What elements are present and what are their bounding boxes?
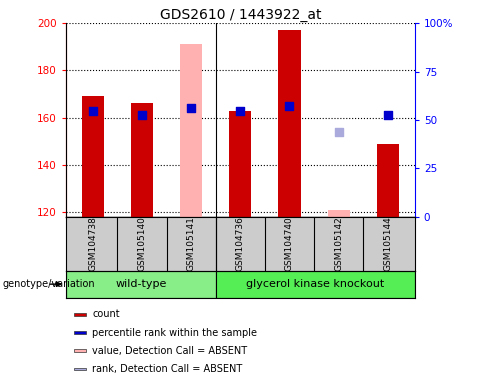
- Point: [187, 105, 195, 111]
- Point: [285, 103, 293, 109]
- Point: [138, 112, 146, 118]
- Bar: [82, 96, 104, 217]
- Text: GSM104736: GSM104736: [236, 217, 245, 271]
- Bar: [131, 103, 153, 217]
- Text: count: count: [92, 310, 120, 319]
- Text: percentile rank within the sample: percentile rank within the sample: [92, 328, 257, 338]
- Point: [237, 108, 244, 114]
- Text: value, Detection Call = ABSENT: value, Detection Call = ABSENT: [92, 346, 247, 356]
- Text: GSM105144: GSM105144: [383, 217, 392, 271]
- Bar: [216, 271, 415, 298]
- Bar: [180, 44, 202, 217]
- Bar: [66, 271, 216, 298]
- Text: GSM104740: GSM104740: [285, 217, 294, 271]
- Bar: [74, 313, 86, 316]
- Point: [335, 129, 343, 135]
- Text: GSM105142: GSM105142: [334, 217, 343, 271]
- Title: GDS2610 / 1443922_at: GDS2610 / 1443922_at: [160, 8, 321, 22]
- Bar: [327, 210, 350, 217]
- Bar: [74, 349, 86, 352]
- Text: genotype/variation: genotype/variation: [2, 279, 95, 289]
- Bar: [74, 367, 86, 370]
- Point: [89, 108, 97, 114]
- Bar: [229, 111, 251, 217]
- Text: wild-type: wild-type: [115, 279, 166, 289]
- Point: [384, 112, 392, 118]
- Bar: [279, 30, 301, 217]
- Bar: [74, 331, 86, 334]
- Text: GSM104738: GSM104738: [88, 217, 98, 271]
- Text: GSM105140: GSM105140: [138, 217, 146, 271]
- Bar: [377, 144, 399, 217]
- Text: GSM105141: GSM105141: [187, 217, 196, 271]
- Text: glycerol kinase knockout: glycerol kinase knockout: [246, 279, 385, 289]
- Text: rank, Detection Call = ABSENT: rank, Detection Call = ABSENT: [92, 364, 242, 374]
